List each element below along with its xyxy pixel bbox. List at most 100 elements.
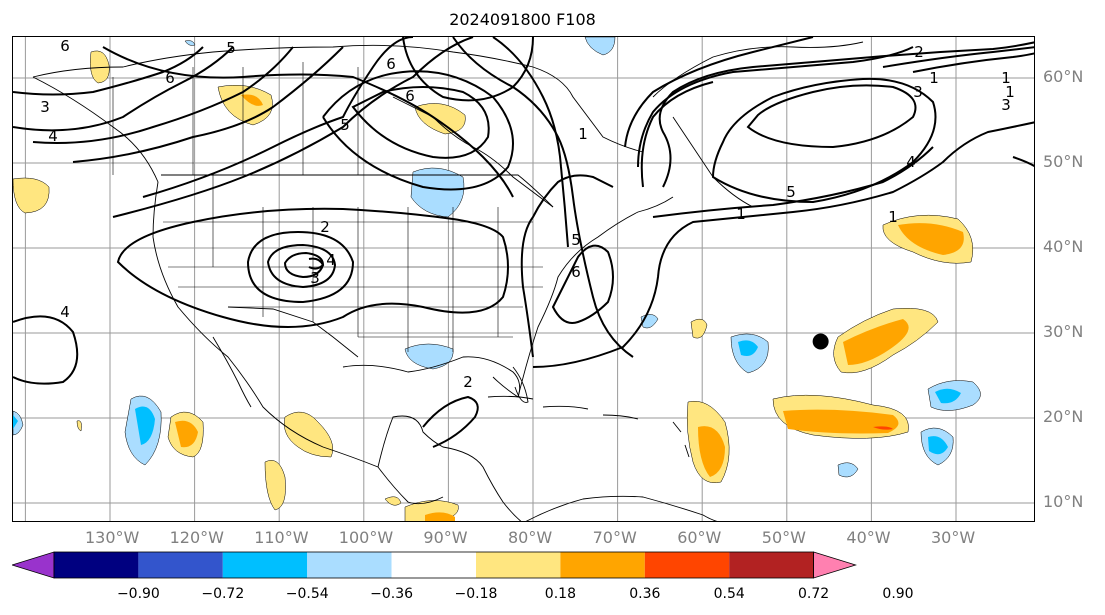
contour-label: 6 [165, 69, 175, 87]
pos-anomaly-area [898, 223, 964, 255]
east-coast [517, 196, 674, 398]
us-canada-border [161, 174, 554, 208]
colorbar-segment [54, 552, 139, 578]
contour-label: 3 [310, 269, 320, 287]
pos-anomaly-area [76, 420, 82, 432]
longitude-label: 120°W [169, 528, 224, 547]
contour-label: 1 [578, 125, 588, 143]
pos-anomaly-area [690, 318, 708, 339]
contour-label: 2 [914, 43, 924, 61]
colorbar-tick-label: 0.72 [798, 586, 830, 602]
colorbar-tick-label: −0.90 [116, 586, 160, 602]
contour-line [624, 37, 814, 148]
graticule [13, 37, 1034, 521]
pos-anomaly-area [284, 411, 334, 458]
contour-label: 1 [888, 208, 898, 226]
pos-anomaly-area [384, 496, 402, 506]
colorbar-segment [307, 552, 392, 578]
contour-label: 5 [226, 39, 236, 57]
colorbar-tick-label: 0.18 [544, 586, 576, 602]
contour-label: 3 [913, 83, 923, 101]
contour-line [422, 395, 479, 448]
contour-label: 1 [929, 69, 939, 87]
neg-anomaly-area [738, 340, 758, 356]
colorbar-segment [560, 552, 645, 578]
latitude-label: 10°N [1043, 492, 1084, 511]
contour-line [246, 230, 355, 304]
contour-label: 6 [386, 55, 396, 73]
latitude-label: 40°N [1043, 237, 1084, 256]
longitude-label: 70°W [592, 528, 637, 547]
pos-anomaly-area [425, 512, 455, 521]
contour-label: 2 [463, 373, 473, 391]
neg-anomaly-area [928, 436, 948, 455]
contour-label: 1 [736, 205, 746, 223]
contour-label: 6 [571, 263, 581, 281]
neg-anomaly-area [584, 37, 616, 56]
contour-label: 5 [340, 116, 350, 134]
neg-anomaly-area [404, 343, 454, 370]
map-panel: 656665412345614233111154213 [12, 36, 1035, 522]
pos-anomaly-area [90, 50, 110, 84]
contour-label: 1 [1005, 83, 1015, 101]
contour-label: 5 [786, 183, 796, 201]
south-america-north [525, 495, 718, 521]
canada-north [32, 44, 644, 153]
contour-line [13, 46, 234, 132]
colorbar-segment [222, 552, 308, 578]
latitude-label: 20°N [1043, 407, 1084, 426]
contour-lines [13, 37, 1034, 448]
contour-label: 5 [571, 231, 581, 249]
contour-line [746, 84, 917, 149]
contour-line [402, 37, 534, 102]
state-lines [163, 175, 543, 352]
colorbar-extend-low [12, 551, 55, 579]
pos-anomaly-area [783, 409, 899, 434]
contour-line [711, 77, 937, 204]
contour-line [912, 52, 1034, 73]
latitude-label: 60°N [1043, 67, 1084, 86]
map-canvas: 656665412345614233111154213 [13, 37, 1034, 521]
contour-line [266, 243, 337, 289]
contour-line [13, 46, 204, 96]
neg-anomaly-area [410, 167, 465, 218]
neg-anomaly-area [184, 40, 196, 46]
contour-line [551, 244, 614, 324]
latitude-label: 30°N [1043, 322, 1084, 341]
colorbar-segment [644, 552, 730, 578]
florida [512, 366, 529, 403]
yucatan-central-america [377, 415, 522, 521]
pos-anomaly-area [13, 177, 50, 214]
longitude-label: 90°W [423, 528, 468, 547]
pos-anomaly-area [241, 94, 263, 106]
colorbar-frame [53, 551, 814, 579]
contour-label: 6 [60, 37, 70, 55]
pos-anomaly-area [175, 420, 198, 448]
colorbar-tick-label: −0.36 [370, 586, 414, 602]
colorbar-tick-label: 0.54 [713, 586, 745, 602]
contour-label: 6 [405, 87, 415, 105]
longitude-label: 50°W [761, 528, 806, 547]
contour-line [72, 46, 344, 163]
contour-label: 3 [40, 98, 50, 116]
pos-anomaly-area [414, 103, 466, 135]
caribbean-islands [487, 395, 690, 458]
contour-line [452, 37, 634, 358]
latitude-label: 50°N [1043, 152, 1084, 171]
storm-position-marker [812, 333, 829, 350]
longitude-label: 30°W [931, 528, 976, 547]
contour-line [102, 46, 514, 198]
colorbar-segment [138, 552, 223, 578]
contour-line [652, 146, 934, 218]
colorbar-tick-label: 0.36 [629, 586, 661, 602]
gulf-coast [342, 356, 521, 398]
colorbar-tick-label: −0.54 [285, 586, 329, 602]
pos-anomaly-area [873, 426, 893, 430]
map-title: 2024091800 F108 [449, 10, 596, 29]
contour-line [32, 46, 294, 144]
contour-line [351, 86, 490, 159]
contour-line [640, 81, 714, 188]
pos-anomaly-area [698, 426, 725, 477]
colorbar-segment [391, 552, 476, 578]
colorbar [12, 551, 857, 579]
